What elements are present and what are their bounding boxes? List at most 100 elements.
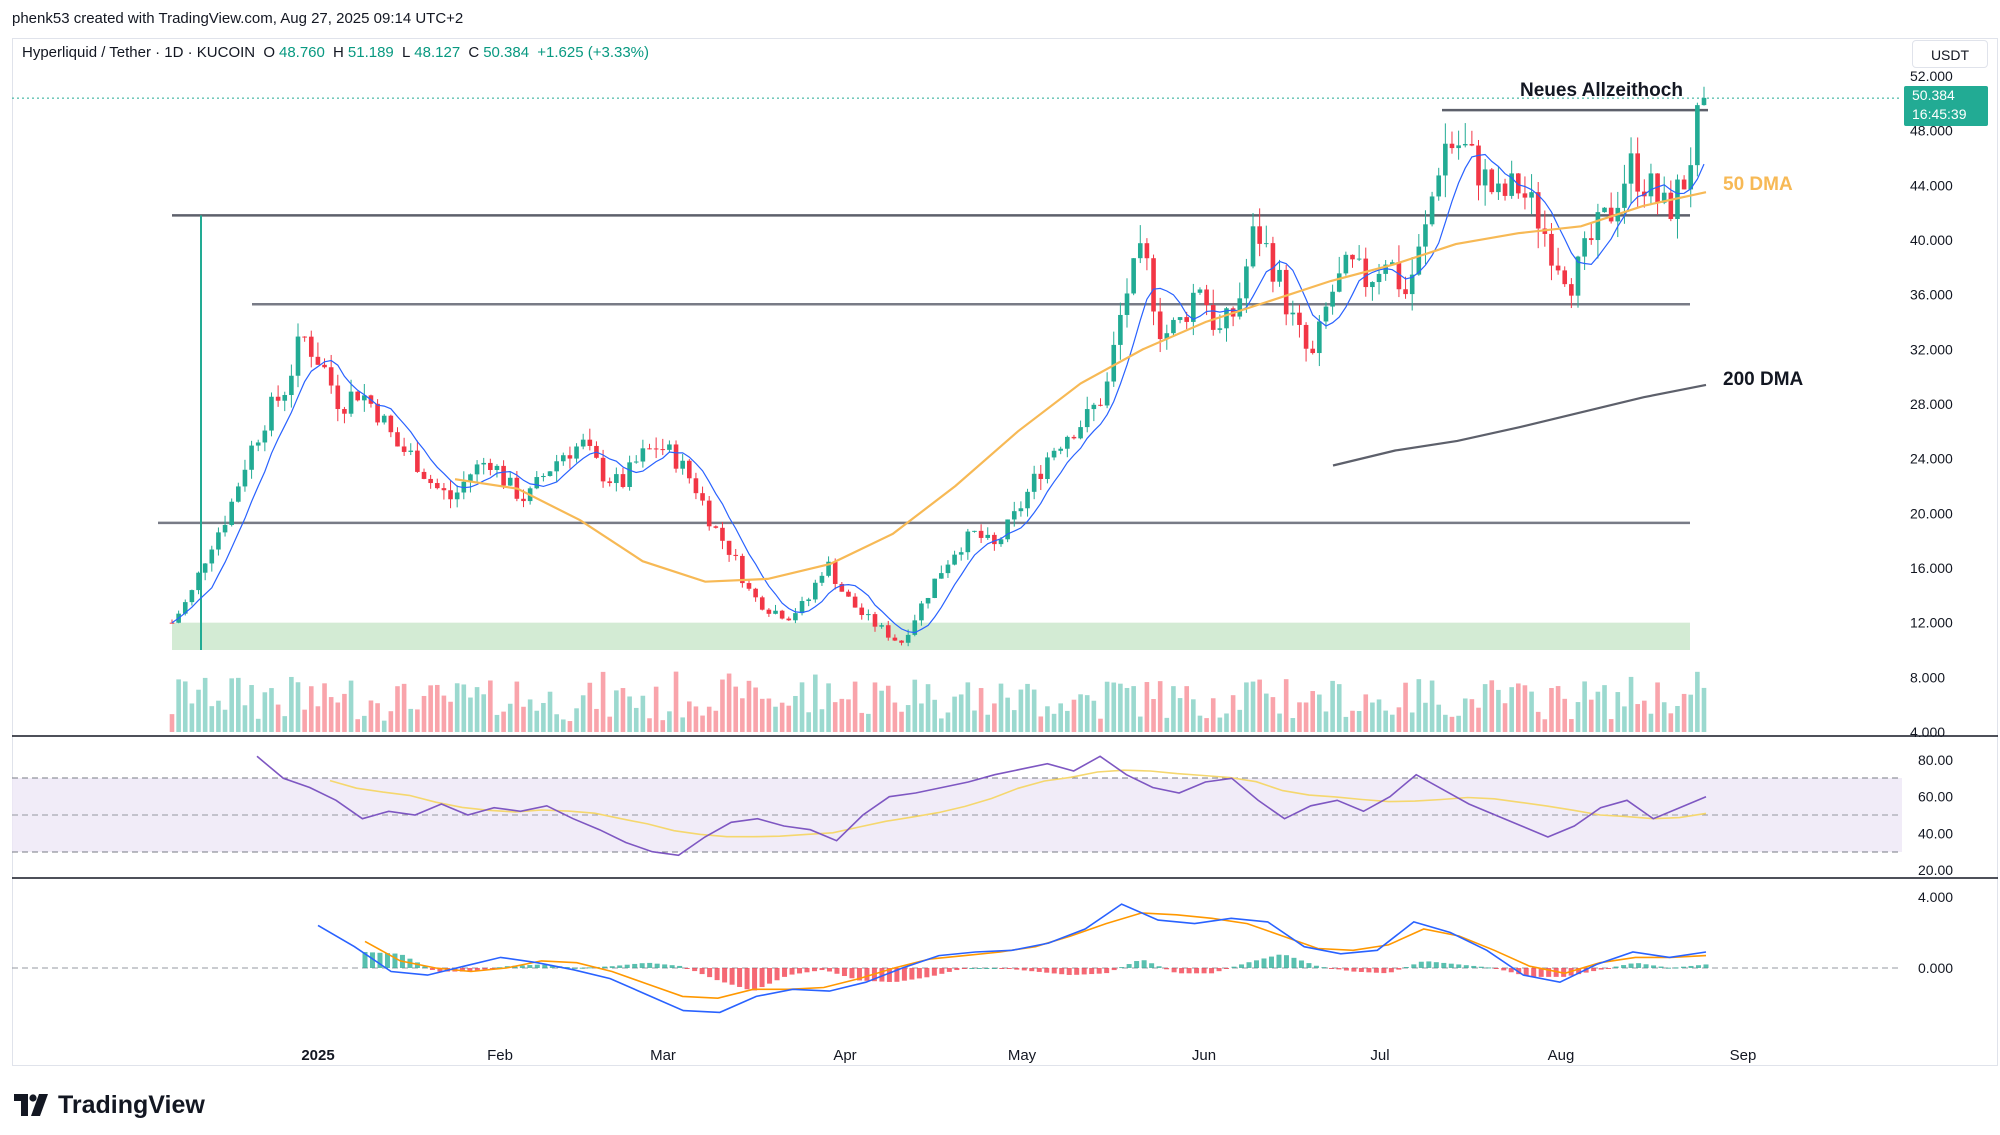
volume-bar [819, 709, 825, 732]
macd-histogram-bar [1254, 960, 1260, 968]
macd-histogram-bar [894, 968, 900, 982]
macd-histogram-bar [849, 968, 855, 979]
macd-histogram-bar [1433, 962, 1439, 968]
volume-bar [1582, 681, 1587, 732]
volume-bar [1555, 686, 1561, 732]
candle-body [454, 492, 460, 500]
candle-body [1389, 262, 1395, 265]
candle-body [693, 478, 699, 494]
volume-bar [759, 698, 765, 732]
macd-histogram-bar [692, 968, 698, 972]
volume-bar [560, 719, 566, 732]
candle-body [1695, 105, 1700, 166]
candle-body [713, 526, 719, 528]
macd-histogram-bar [1156, 966, 1162, 968]
candle-body [1137, 243, 1143, 259]
price-tick-label: 32.000 [1910, 341, 1953, 357]
volume-bar [454, 683, 460, 732]
date-tick-label: 2025 [301, 1047, 334, 1064]
volume-bar [1370, 702, 1375, 732]
support-zone [172, 622, 1690, 650]
volume-bar [514, 681, 520, 732]
macd-histogram-bar [789, 968, 795, 975]
candle-body [1217, 328, 1223, 330]
volume-bar [209, 706, 215, 732]
macd-histogram-bar [1246, 962, 1252, 968]
candle-body [939, 573, 944, 579]
candle-body [1622, 183, 1627, 208]
candle-body [1661, 192, 1667, 203]
price-tick-label: 12.000 [1910, 615, 1953, 631]
macd-histogram-bar [834, 968, 840, 974]
candle-body [1522, 193, 1528, 198]
candle-body [813, 582, 818, 600]
candle-body [1191, 292, 1196, 322]
volume-bar [932, 699, 937, 732]
symbol-legend: Hyperliquid / Tether · 1D · KUCOIN O 48.7… [22, 44, 653, 61]
volume-bar [1323, 711, 1329, 732]
macd-histogram-bar [797, 968, 803, 974]
date-tick-label: Jun [1192, 1047, 1216, 1064]
candle-body [269, 396, 274, 431]
low-value: 48.127 [414, 44, 461, 61]
volume-bar [1277, 713, 1282, 732]
volume-bar [315, 706, 321, 732]
candle-body [1449, 143, 1455, 149]
candle-body [381, 415, 387, 423]
macd-histogram-bar [714, 968, 720, 981]
candle-body [779, 610, 785, 619]
candle-body [1091, 404, 1097, 410]
candle-body [302, 336, 307, 338]
candle-body [222, 524, 228, 533]
volume-bar [620, 688, 626, 732]
volume-bar [395, 686, 400, 732]
date-tick-label: Jul [1370, 1047, 1389, 1064]
candle-body [740, 555, 745, 584]
macd-histogram-bar [961, 968, 967, 969]
candle-body [488, 462, 493, 470]
volume-bar [839, 698, 845, 732]
currency-selector[interactable]: USDT [1912, 40, 1988, 68]
macd-histogram-bar [609, 966, 615, 968]
candle-body [600, 457, 606, 482]
candle-body [1509, 173, 1514, 196]
volume-bar [1257, 679, 1262, 732]
candle-body [839, 583, 845, 592]
candle-body [746, 583, 752, 589]
candle-body [1197, 289, 1203, 293]
volume-bar [1436, 704, 1442, 732]
macd-histogram-bar [1358, 968, 1364, 972]
candle-body [1244, 266, 1249, 299]
volume-bar [733, 686, 739, 732]
candle-body [1502, 183, 1508, 196]
candle-body [1343, 254, 1349, 274]
volume-bar [335, 702, 341, 732]
candle-body [786, 618, 792, 621]
volume-bar [905, 705, 911, 732]
volume-bar [328, 697, 334, 732]
candle-body [507, 477, 513, 486]
volume-bar [1376, 699, 1382, 732]
candle-body [607, 481, 613, 484]
macd-histogram-bar [1538, 968, 1544, 977]
tradingview-logo[interactable]: TradingView [14, 1088, 205, 1122]
macd-histogram-bar [1209, 968, 1215, 974]
candle-body [501, 465, 506, 486]
macd-histogram-bar [437, 968, 443, 972]
macd-histogram-bar [1044, 968, 1050, 973]
volume-bar [1164, 717, 1170, 732]
date-tick-label: Sep [1730, 1047, 1757, 1064]
macd-histogram-bar [564, 967, 570, 969]
price-tick-label: 48.000 [1910, 123, 1953, 139]
volume-bar [1131, 686, 1136, 732]
macd-histogram-bar [1591, 968, 1597, 972]
macd-histogram-bar [1673, 967, 1679, 969]
macd-histogram-bar [1306, 963, 1312, 968]
candle-body [1270, 243, 1276, 282]
macd-histogram-bar [1261, 958, 1267, 968]
macd-histogram-bar [1621, 965, 1627, 968]
symbol-title[interactable]: Hyperliquid / Tether · 1D · KUCOIN [22, 44, 256, 61]
volume-bar [302, 709, 307, 732]
candle-body [673, 444, 679, 469]
